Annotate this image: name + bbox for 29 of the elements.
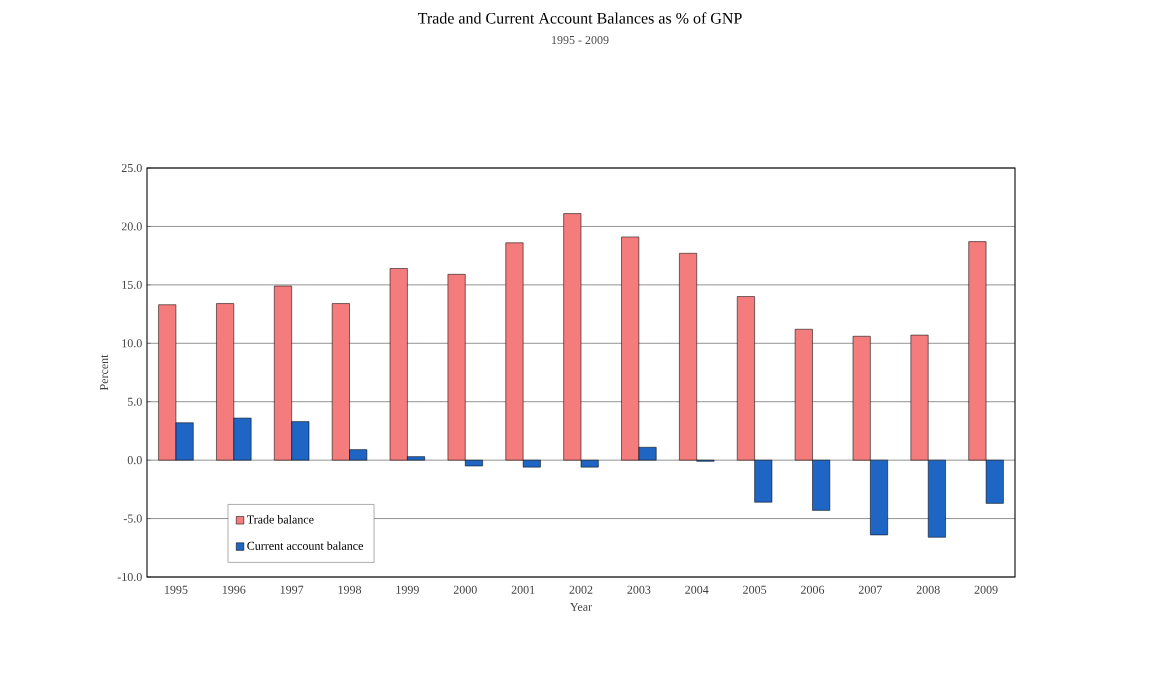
x-tick-label: 1996 bbox=[222, 585, 246, 594]
y-tick-label: 15.0 bbox=[122, 280, 142, 289]
x-tick-label: 2005 bbox=[743, 585, 767, 594]
y-tick-label: 20.0 bbox=[121, 222, 142, 231]
legend-label: Trade balance bbox=[246, 515, 314, 524]
x-tick-label: 2009 bbox=[974, 585, 998, 594]
x-tick-label: 1999 bbox=[396, 585, 419, 594]
x-tick-label: 2006 bbox=[801, 585, 825, 594]
x-tick-label: 2008 bbox=[916, 585, 940, 594]
x-tick-label: 1997 bbox=[280, 585, 304, 594]
chart-title: Trade and Current Account Balances as % of GNP bbox=[417, 12, 742, 24]
y-tick-label: 5.0 bbox=[127, 397, 142, 406]
x-tick-label: 1995 bbox=[164, 585, 188, 594]
x-tick-label: 2004 bbox=[685, 585, 709, 594]
y-axis-title: Percent bbox=[100, 354, 109, 391]
y-tick-label: 25.0 bbox=[121, 163, 142, 173]
x-tick-label: 1998 bbox=[338, 585, 362, 594]
x-tick-label: 2007 bbox=[858, 585, 882, 594]
x-tick-label: 2000 bbox=[453, 585, 477, 594]
y-tick-label: 0.0 bbox=[127, 456, 142, 465]
chart-subtitle: 1995 - 2009 bbox=[552, 35, 609, 45]
legend-label: Current account balance bbox=[247, 541, 363, 550]
y-tick-label: 10.0 bbox=[122, 339, 142, 348]
y-tick-label: -5.0 bbox=[123, 514, 142, 523]
x-tick-label: 2003 bbox=[627, 585, 651, 594]
x-tick-label: 2002 bbox=[569, 585, 593, 594]
x-tick-label: 2001 bbox=[511, 585, 535, 594]
x-axis-title: Year bbox=[570, 602, 592, 611]
y-tick-label: -10.0 bbox=[117, 572, 142, 582]
